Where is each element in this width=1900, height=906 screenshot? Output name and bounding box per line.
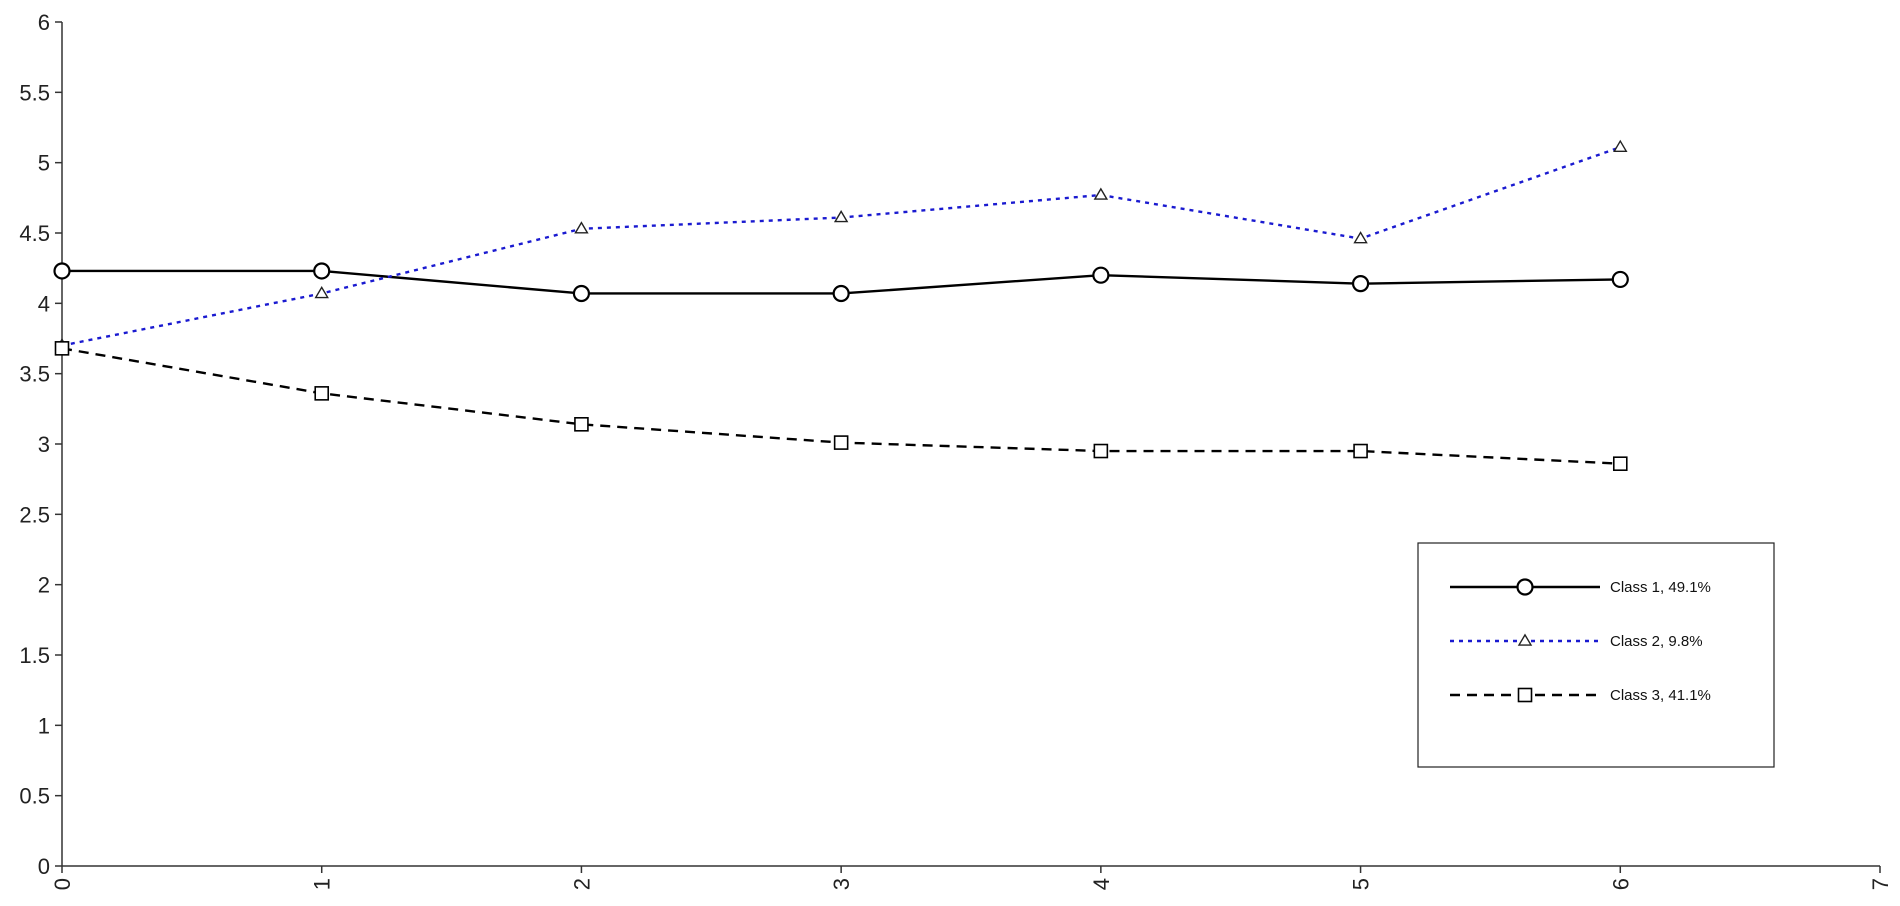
- legend-marker-1: [1516, 578, 1534, 596]
- x-tick-label: 0: [50, 878, 75, 890]
- y-tick-label: 1: [38, 713, 50, 738]
- data-point-series-1: [572, 284, 591, 303]
- data-point-series-3: [314, 386, 330, 401]
- data-point-series-2: [314, 285, 329, 299]
- data-point-series-3: [1353, 443, 1368, 459]
- data-point-series-2: [1093, 187, 1109, 200]
- data-point-series-3: [574, 417, 589, 432]
- data-point-series-1: [832, 284, 850, 303]
- y-tick-label: 5.5: [19, 80, 50, 105]
- y-tick-label: 3: [38, 432, 50, 457]
- data-point-series-1: [1611, 270, 1629, 289]
- legend-marker-3: [1517, 687, 1533, 703]
- y-tick-label: 4: [38, 291, 50, 316]
- y-tick-label: 5: [38, 151, 50, 176]
- y-tick-label: 0: [38, 854, 50, 879]
- data-point-series-2: [1613, 139, 1628, 152]
- data-point-series-1: [313, 262, 331, 280]
- legend-label-3: Class 3, 41.1%: [1610, 687, 1711, 704]
- data-point-series-3: [1093, 443, 1109, 459]
- y-tick-label: 0.5: [19, 784, 50, 809]
- y-axis-ticks: 0 0.5 1 1.5 2 2.5 3 3.5 4 4.5 5 5.5 6: [19, 10, 62, 879]
- data-point-series-3: [1612, 456, 1628, 471]
- legend-label-2: Class 2, 9.8%: [1610, 633, 1703, 650]
- x-tick-label: 7: [1868, 878, 1893, 890]
- x-tick-label: 1: [310, 878, 335, 890]
- y-tick-label: 3.5: [19, 362, 50, 387]
- legend-box: [1417, 542, 1775, 768]
- data-point-series-1: [1092, 266, 1110, 284]
- legend-label-1: Class 1, 49.1%: [1610, 579, 1711, 596]
- y-tick-label: 6: [38, 10, 50, 35]
- data-point-series-2: [1353, 231, 1368, 244]
- y-tick-label: 2: [38, 573, 50, 598]
- series-markers: [53, 139, 1629, 471]
- y-tick-label: 4.5: [19, 221, 50, 246]
- y-tick-label: 2.5: [19, 502, 50, 527]
- data-point-series-1: [1351, 275, 1370, 293]
- data-point-series-1: [53, 262, 71, 280]
- legend-marker-2: [1517, 633, 1533, 646]
- data-point-series-3: [833, 435, 849, 450]
- series-lines: [61, 146, 1621, 465]
- x-tick-label: 3: [829, 878, 854, 890]
- y-tick-label: 1.5: [19, 643, 50, 668]
- data-point-series-2: [574, 221, 589, 234]
- series-line-2: [61, 146, 1621, 347]
- x-axis-ticks: 0 1 2 3 4 5 6 7: [50, 866, 1893, 890]
- legend: Class 1, 49.1% Class 2, 9.8% Class 3, 41.1…: [1417, 542, 1775, 768]
- data-point-series-2: [833, 210, 849, 223]
- x-tick-label: 4: [1089, 878, 1114, 890]
- data-point-series-3: [54, 341, 70, 356]
- x-tick-label: 5: [1349, 878, 1374, 890]
- x-tick-label: 2: [569, 878, 594, 890]
- x-tick-label: 6: [1608, 878, 1633, 890]
